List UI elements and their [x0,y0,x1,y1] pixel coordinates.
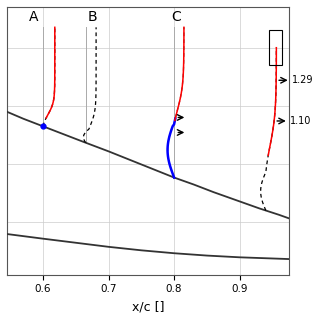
Text: B: B [87,11,97,24]
Text: A: A [28,11,38,24]
Bar [269,30,282,65]
Text: 1.29: 1.29 [292,75,313,85]
X-axis label: x/c []: x/c [] [132,300,164,313]
Text: 1.10: 1.10 [290,116,311,126]
Text: C: C [171,11,181,24]
